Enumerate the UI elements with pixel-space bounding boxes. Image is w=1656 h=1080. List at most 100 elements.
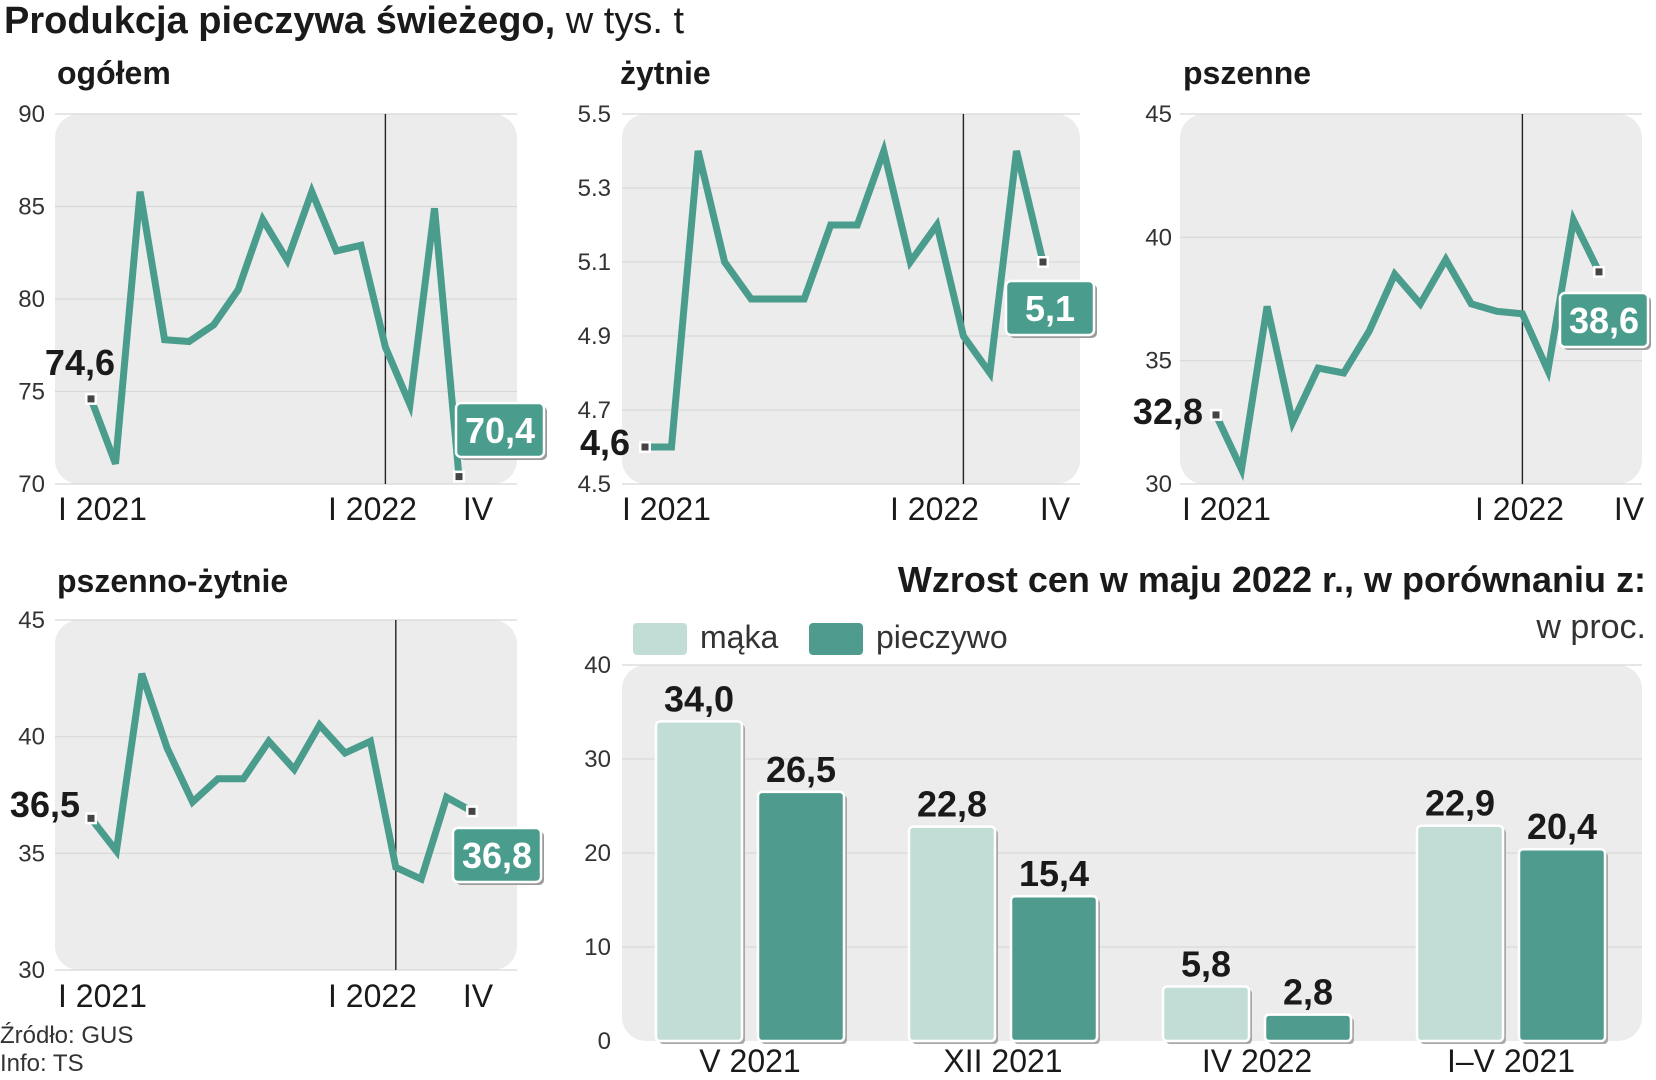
data-point-core: [87, 395, 95, 403]
category-label: I–V 2021: [1447, 1043, 1575, 1079]
bar-maka: [654, 720, 744, 1043]
y-tick-label: 75: [18, 379, 45, 406]
data-point-core: [455, 473, 463, 481]
y-tick-label: 10: [584, 934, 611, 961]
y-tick-label: 5.1: [578, 249, 611, 276]
y-tick-label: 20: [584, 840, 611, 867]
bar-pieczywo: [1263, 1013, 1353, 1043]
end-value-badge: [1004, 279, 1096, 337]
line-chart-2: żytnie 5.5 5.3 5.1 4.9 4.7 4.5 I 2021 I 2022 IV 4,…: [578, 55, 1097, 527]
data-point-core: [1212, 411, 1220, 419]
info-label: Info: TS: [0, 1050, 84, 1077]
y-tick-label: 40: [1145, 224, 1172, 251]
series-line: [1212, 208, 1603, 482]
y-tick-label: 5.5: [578, 101, 611, 128]
y-tick-label: 4.9: [578, 323, 611, 350]
line-chart-1: ogółem 90 85 80 75 70 I 2021 I 2022 IV 74,6 70,4: [18, 55, 547, 527]
bar-pieczywo: [1517, 847, 1607, 1043]
chart-panel: [622, 114, 1080, 484]
end-value-label: 5,1: [1025, 288, 1075, 329]
x-tick-label: IV: [463, 491, 494, 527]
chart-panel: [55, 620, 517, 970]
y-tick-label: 35: [1145, 348, 1172, 375]
start-value-label: 74,6: [45, 342, 115, 383]
title-unit: w tys. t: [565, 0, 685, 42]
x-tick-label: I 2022: [1475, 491, 1564, 527]
y-tick-label: 45: [1145, 101, 1172, 128]
y-tick-label: 45: [18, 607, 45, 634]
start-value-label: 32,8: [1133, 391, 1203, 432]
y-tick-label: 80: [18, 286, 45, 313]
category-label: IV 2022: [1202, 1043, 1312, 1079]
x-tick-label: I 2022: [328, 978, 417, 1014]
bar-maka: [1415, 824, 1505, 1043]
x-tick-label: I 2022: [890, 491, 979, 527]
x-tick-label: I 2021: [622, 491, 711, 527]
chart-title: żytnie: [620, 55, 711, 91]
bar-value-label: 26,5: [766, 749, 836, 790]
data-point-core: [87, 814, 95, 822]
bar-chart-unit: w proc.: [1535, 608, 1646, 646]
category-label: V 2021: [699, 1043, 800, 1079]
bar-pieczywo: [756, 790, 846, 1043]
bar-chart-title: Wzrost cen w maju 2022 r., w porównaniu …: [898, 559, 1646, 600]
y-tick-label: 40: [584, 652, 611, 679]
page-title: Produkcja pieczywa świeżego, w tys. t: [4, 0, 684, 43]
end-value-label: 38,6: [1569, 300, 1639, 341]
category-label: XII 2021: [943, 1043, 1062, 1079]
chart-title: pszenne: [1183, 55, 1311, 91]
y-tick-label: 35: [18, 840, 45, 867]
end-value-badge: [451, 826, 543, 884]
y-tick-label: 40: [18, 724, 45, 751]
y-tick-label: 5.3: [578, 175, 611, 202]
x-tick-label: IV: [1040, 491, 1071, 527]
end-value-label: 36,8: [462, 835, 532, 876]
end-value-label: 70,4: [465, 410, 535, 451]
y-tick-label: 90: [18, 101, 45, 128]
series-line: [87, 181, 463, 477]
bar-value-label: 20,4: [1527, 806, 1597, 847]
y-tick-label: 85: [18, 194, 45, 221]
end-value-badge: [1558, 291, 1650, 349]
start-value-label: 36,5: [10, 784, 80, 825]
end-value-badge: [454, 401, 546, 459]
x-tick-label: I 2022: [328, 491, 417, 527]
chart-panel: [1180, 114, 1642, 484]
bar-pieczywo: [1009, 894, 1099, 1043]
bar-value-label: 15,4: [1019, 853, 1089, 894]
y-tick-label: 30: [1145, 471, 1172, 498]
x-tick-label: I 2021: [58, 978, 147, 1014]
bar-value-label: 22,8: [917, 784, 987, 825]
x-tick-label: IV: [463, 978, 494, 1014]
legend-swatch-maka: [631, 621, 689, 657]
x-tick-label: I 2021: [58, 491, 147, 527]
source-label: Źródło: GUS: [0, 1022, 134, 1049]
data-point-core: [1595, 268, 1603, 276]
line-chart-4: pszenno-żytnie 45 40 35 30 I 2021 I 2022 IV 36,5…: [10, 563, 544, 1014]
data-point-core: [468, 807, 476, 815]
legend-swatch-pieczywo: [807, 621, 865, 657]
bar-maka: [907, 825, 997, 1043]
data-point-core: [641, 443, 649, 451]
bar-maka: [1161, 985, 1251, 1043]
y-tick-label: 0: [598, 1028, 611, 1055]
y-tick-label: 4.7: [578, 397, 611, 424]
series-line: [88, 672, 474, 884]
y-tick-label: 30: [584, 746, 611, 773]
bar-chart: Wzrost cen w maju 2022 r., w porównaniu …: [584, 559, 1646, 1079]
title-main: Produkcja pieczywa świeżego,: [4, 0, 556, 42]
x-tick-label: IV: [1614, 491, 1645, 527]
start-value-label: 4,6: [580, 422, 630, 463]
data-point-core: [1039, 258, 1047, 266]
line-chart-3: pszenne 45 40 35 30 I 2021 I 2022 IV 32,8 38,6: [1133, 55, 1651, 527]
bar-value-label: 22,9: [1425, 783, 1495, 824]
y-tick-label: 4.5: [578, 471, 611, 498]
bar-value-label: 34,0: [664, 678, 734, 719]
bar-value-label: 2,8: [1283, 972, 1333, 1013]
legend-label: pieczywo: [876, 619, 1008, 655]
chart-title: ogółem: [57, 55, 171, 91]
y-tick-label: 30: [18, 957, 45, 984]
legend-label: mąka: [700, 619, 778, 655]
y-tick-label: 70: [18, 471, 45, 498]
